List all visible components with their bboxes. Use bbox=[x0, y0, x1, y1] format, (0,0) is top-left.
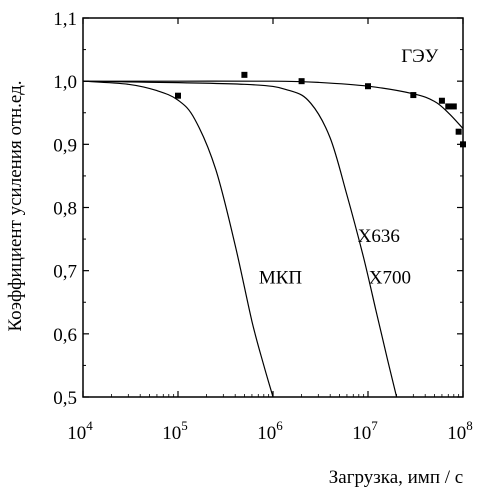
data-point bbox=[365, 83, 371, 90]
y-tick-label: 0,8 bbox=[53, 199, 77, 220]
x-axis-title: Загрузка, имп / с bbox=[329, 467, 463, 488]
plot-frame-group bbox=[82, 17, 464, 398]
data-point bbox=[298, 78, 305, 85]
curves bbox=[82, 80, 464, 398]
y-tick-label: 1,1 bbox=[53, 9, 77, 30]
y-tick-label: 0,7 bbox=[53, 262, 77, 283]
series-line-1 bbox=[82, 80, 464, 129]
data-point bbox=[410, 92, 417, 99]
curve-labels: ГЭУ X636 МКП X700 bbox=[259, 46, 439, 288]
series-line-3 bbox=[82, 80, 398, 398]
data-point bbox=[175, 92, 181, 99]
x-tick-label: 106 bbox=[257, 418, 283, 444]
data-point bbox=[438, 97, 445, 104]
y-axis-title: Коэффициент усиления отн.ед. bbox=[5, 80, 26, 331]
data-point bbox=[460, 141, 466, 148]
series-line-2 bbox=[82, 80, 274, 398]
x-tick-label: 104 bbox=[67, 418, 93, 444]
y-ticks: 0,5 0,6 0,7 0,8 0,9 1,0 1,1 bbox=[53, 9, 463, 409]
plot-frame bbox=[82, 17, 464, 398]
curve-label: ГЭУ bbox=[401, 46, 439, 67]
x-ticks: 104 105 106 107 108 bbox=[67, 18, 473, 444]
x-tick-label: 108 bbox=[447, 418, 473, 444]
data-point bbox=[455, 128, 462, 135]
data-point bbox=[241, 71, 248, 78]
curve-label: МКП bbox=[259, 267, 303, 288]
data-point bbox=[450, 103, 457, 110]
y-tick-label: 0,5 bbox=[53, 388, 77, 409]
data-points bbox=[175, 71, 466, 148]
y-tick-label: 0,9 bbox=[53, 135, 77, 156]
curve-label: X636 bbox=[358, 226, 400, 247]
curve-label: X700 bbox=[369, 267, 411, 288]
y-tick-label: 0,6 bbox=[53, 325, 77, 346]
x-tick-label: 107 bbox=[352, 418, 378, 444]
data-point bbox=[445, 103, 452, 110]
x-tick-label: 105 bbox=[162, 418, 188, 444]
y-tick-label: 1,0 bbox=[53, 72, 77, 93]
